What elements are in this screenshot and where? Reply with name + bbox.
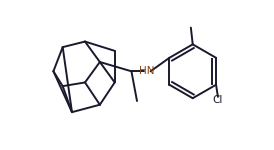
Text: HN: HN <box>139 66 155 76</box>
Text: Cl: Cl <box>213 95 223 105</box>
